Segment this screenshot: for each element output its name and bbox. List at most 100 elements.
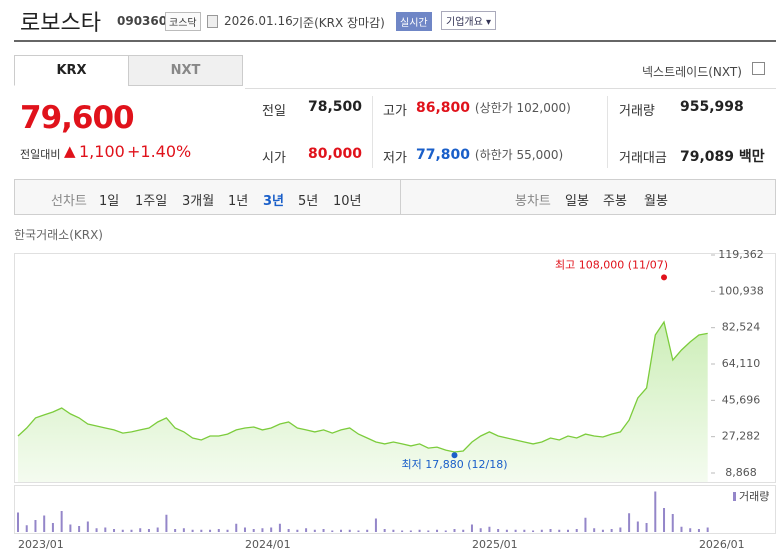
volume-bar: [488, 526, 491, 532]
candle-option[interactable]: 일봉: [565, 194, 589, 209]
quote-value-text: 77,800: [416, 147, 471, 163]
volume-bar: [540, 529, 543, 532]
y-tick-label: 100,938: [718, 284, 764, 297]
volume-bar: [645, 523, 648, 532]
volume-bar: [654, 491, 657, 532]
volume-bar: [243, 527, 246, 532]
volume-bar: [401, 530, 404, 532]
y-tick-label: 82,524: [722, 321, 761, 334]
base-date: 2026.01.16: [224, 14, 293, 28]
volume-bar: [348, 529, 351, 532]
volume-bar: [305, 528, 308, 532]
price-line: [17, 320, 708, 453]
volume-bar: [619, 527, 622, 532]
volume-bar: [584, 517, 587, 532]
tab-krx[interactable]: KRX: [14, 55, 129, 86]
quote-value: 80,000: [308, 146, 362, 162]
volume-bar: [165, 514, 168, 532]
quote-value-text: 80,000: [308, 146, 363, 162]
volume-bar: [409, 530, 412, 532]
header-rule: [14, 40, 776, 42]
period-option[interactable]: 10년: [333, 194, 362, 209]
volume-bar: [235, 523, 238, 532]
volume-bar: [549, 529, 552, 532]
y-tick-label: 27,282: [722, 430, 761, 443]
company-info-text: 기업개요: [446, 17, 483, 28]
quote-rule: [245, 88, 776, 89]
y-tick-label: 64,110: [722, 357, 761, 370]
realtime-badge[interactable]: 실시간: [396, 12, 432, 31]
volume-bar: [436, 529, 439, 532]
period-option[interactable]: 3개월: [182, 194, 215, 209]
quote-label: 저가: [383, 151, 407, 166]
volume-bar: [610, 529, 613, 532]
volume-bar: [252, 529, 255, 532]
company-info-button[interactable]: 기업개요 ▾: [441, 11, 497, 30]
volume-bar: [374, 518, 377, 532]
line-chart-label: 선차트: [51, 194, 87, 209]
period-option[interactable]: 1년: [228, 194, 249, 209]
candle-option[interactable]: 월봉: [644, 194, 668, 209]
quote-label: 시가: [262, 151, 286, 166]
y-tick-label: 45,696: [722, 393, 761, 406]
quote-value-text: 78,500: [308, 99, 363, 115]
volume-bar: [601, 529, 604, 532]
nxt-checkbox[interactable]: [752, 62, 765, 75]
change-label: 전일대비: [20, 148, 61, 161]
volume-bar: [497, 529, 500, 532]
tab-nxt[interactable]: NXT: [128, 55, 243, 86]
period-option[interactable]: 1일: [99, 194, 120, 209]
period-bar: 선차트 1일 1주일 3개월 1년 3년 5년 10년 봉차트 일봉 주봉 월봉: [14, 179, 776, 215]
volume-bar: [156, 527, 159, 532]
quote-value: 78,500: [308, 99, 362, 115]
change-rate: +1.40%: [127, 142, 192, 161]
volume-bar: [95, 528, 98, 532]
volume-bar: [43, 515, 46, 532]
volume-bar: [217, 529, 220, 532]
volume-bar: [671, 514, 674, 532]
quote-divider: [372, 96, 373, 168]
volume-bar: [470, 524, 473, 532]
doc-icon: [207, 15, 218, 28]
change-amount: 1,100: [79, 142, 125, 161]
legend-swatch: [733, 492, 736, 501]
volume-bar: [514, 529, 517, 532]
volume-bar: [418, 529, 421, 532]
extreme-label: 최고 108,000 (11/07): [555, 258, 668, 271]
volume-bar: [270, 527, 273, 532]
quote-divider: [607, 96, 608, 168]
volume-bar: [51, 523, 54, 532]
up-arrow: ▲: [64, 142, 76, 160]
volume-bar: [462, 529, 465, 532]
x-tick-label: 2026/01: [699, 538, 745, 551]
volume-bar: [226, 529, 229, 532]
chart-source: 한국거래소(KRX): [14, 228, 103, 242]
quote-value-text: 86,800: [416, 100, 471, 116]
volume-bar: [278, 523, 281, 532]
market-badge: 코스닥: [165, 12, 201, 31]
volume-bar: [357, 530, 360, 532]
period-option[interactable]: 3년: [263, 194, 285, 209]
period-option[interactable]: 1주일: [135, 194, 168, 209]
volume-bar: [340, 529, 343, 532]
y-tick-label: 119,362: [718, 248, 764, 261]
volume-bar: [532, 530, 535, 532]
quote-label: 거래량: [619, 104, 655, 119]
period-divider: [400, 180, 401, 214]
x-tick-label: 2023/01: [18, 538, 64, 551]
quote-label: 고가: [383, 104, 407, 119]
volume-bar: [34, 520, 37, 532]
volume-bar: [523, 529, 526, 532]
volume-bar: [200, 529, 203, 532]
volume-bar: [566, 529, 569, 532]
quote-value-text: 955,998: [680, 99, 744, 115]
volume-bar: [392, 529, 395, 532]
quote-value: 79,089 백만: [680, 146, 765, 166]
period-option[interactable]: 5년: [298, 194, 319, 209]
x-tick-label: 2024/01: [245, 538, 291, 551]
volume-bar: [287, 529, 290, 532]
x-tick-label: 2025/01: [472, 538, 518, 551]
volume-bar: [261, 528, 264, 532]
candle-option[interactable]: 주봉: [603, 194, 627, 209]
